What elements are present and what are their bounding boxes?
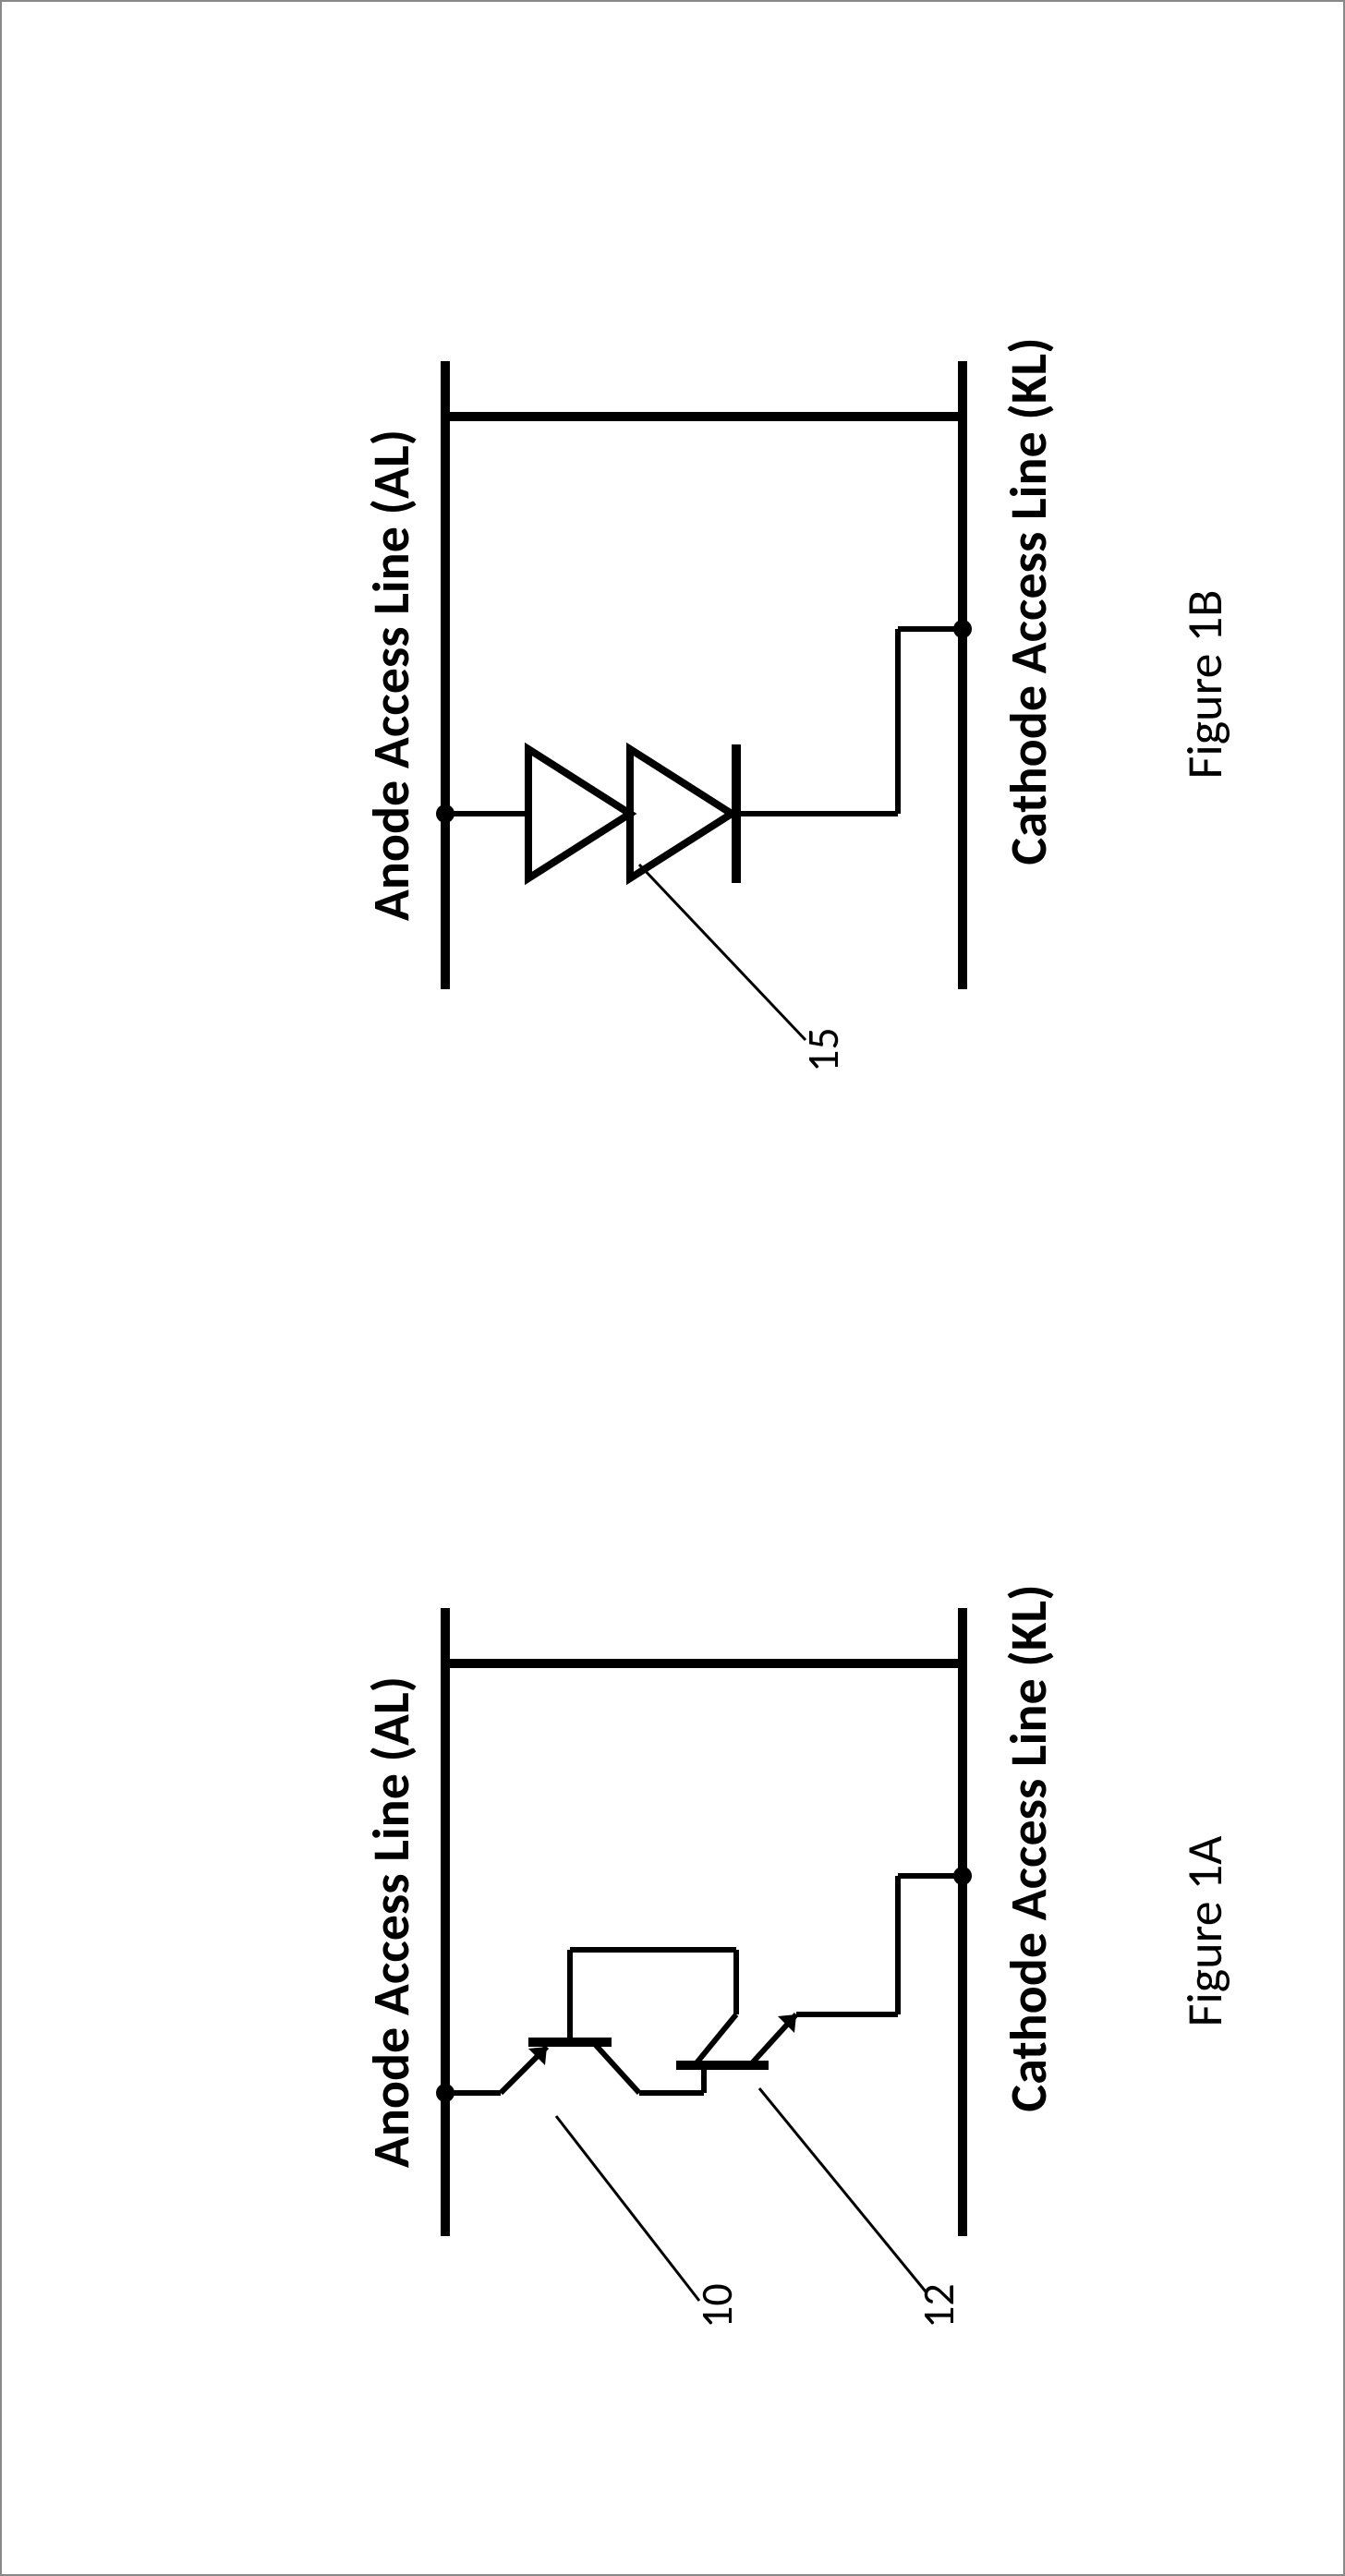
page-frame: { "canvas": { "width": 1456, "height": 2… [0, 0, 1345, 2576]
fig-a-ref-12: 12 [911, 2283, 965, 2328]
fig-a-cathode-node [953, 1867, 972, 1885]
fig-a-anode-label: Anode Access Line (AL) [360, 1676, 423, 2168]
fig-a-ref-line-12 [759, 2088, 926, 2292]
fig-b-anode-node [436, 804, 454, 823]
rotated-content: Anode Access Line (AL) Cathode Access Li… [360, 337, 1235, 2328]
fig-a-cathode-label: Cathode Access Line (KL) [998, 1584, 1060, 2111]
fig-b-shockley-diode [528, 744, 736, 883]
fig-b-anode-label: Anode Access Line (AL) [360, 429, 423, 921]
diagram-svg: Anode Access Line (AL) Cathode Access Li… [2, 2, 1345, 2576]
fig-a-pnp-transistor [501, 1950, 639, 2093]
fig-a-anode-node [436, 2084, 454, 2102]
fig-b-caption: Figure 1B [1174, 590, 1235, 780]
fig-a-npn-transistor [676, 2014, 796, 2093]
fig-a-ref-10: 10 [689, 2283, 744, 2328]
figure-1a: Anode Access Line (AL) Cathode Access Li… [360, 1584, 1235, 2328]
fig-b-cathode-node [953, 620, 972, 638]
fig-b-ref-15: 15 [795, 1027, 850, 1072]
fig-a-caption: Figure 1A [1174, 1835, 1235, 2027]
figure-1b: Anode Access Line (AL) Cathode Access Li… [360, 337, 1235, 1072]
fig-a-ref-line-10 [556, 2116, 699, 2301]
fig-b-ref-line-15 [639, 865, 806, 1040]
fig-b-cathode-label: Cathode Access Line (KL) [998, 337, 1060, 865]
